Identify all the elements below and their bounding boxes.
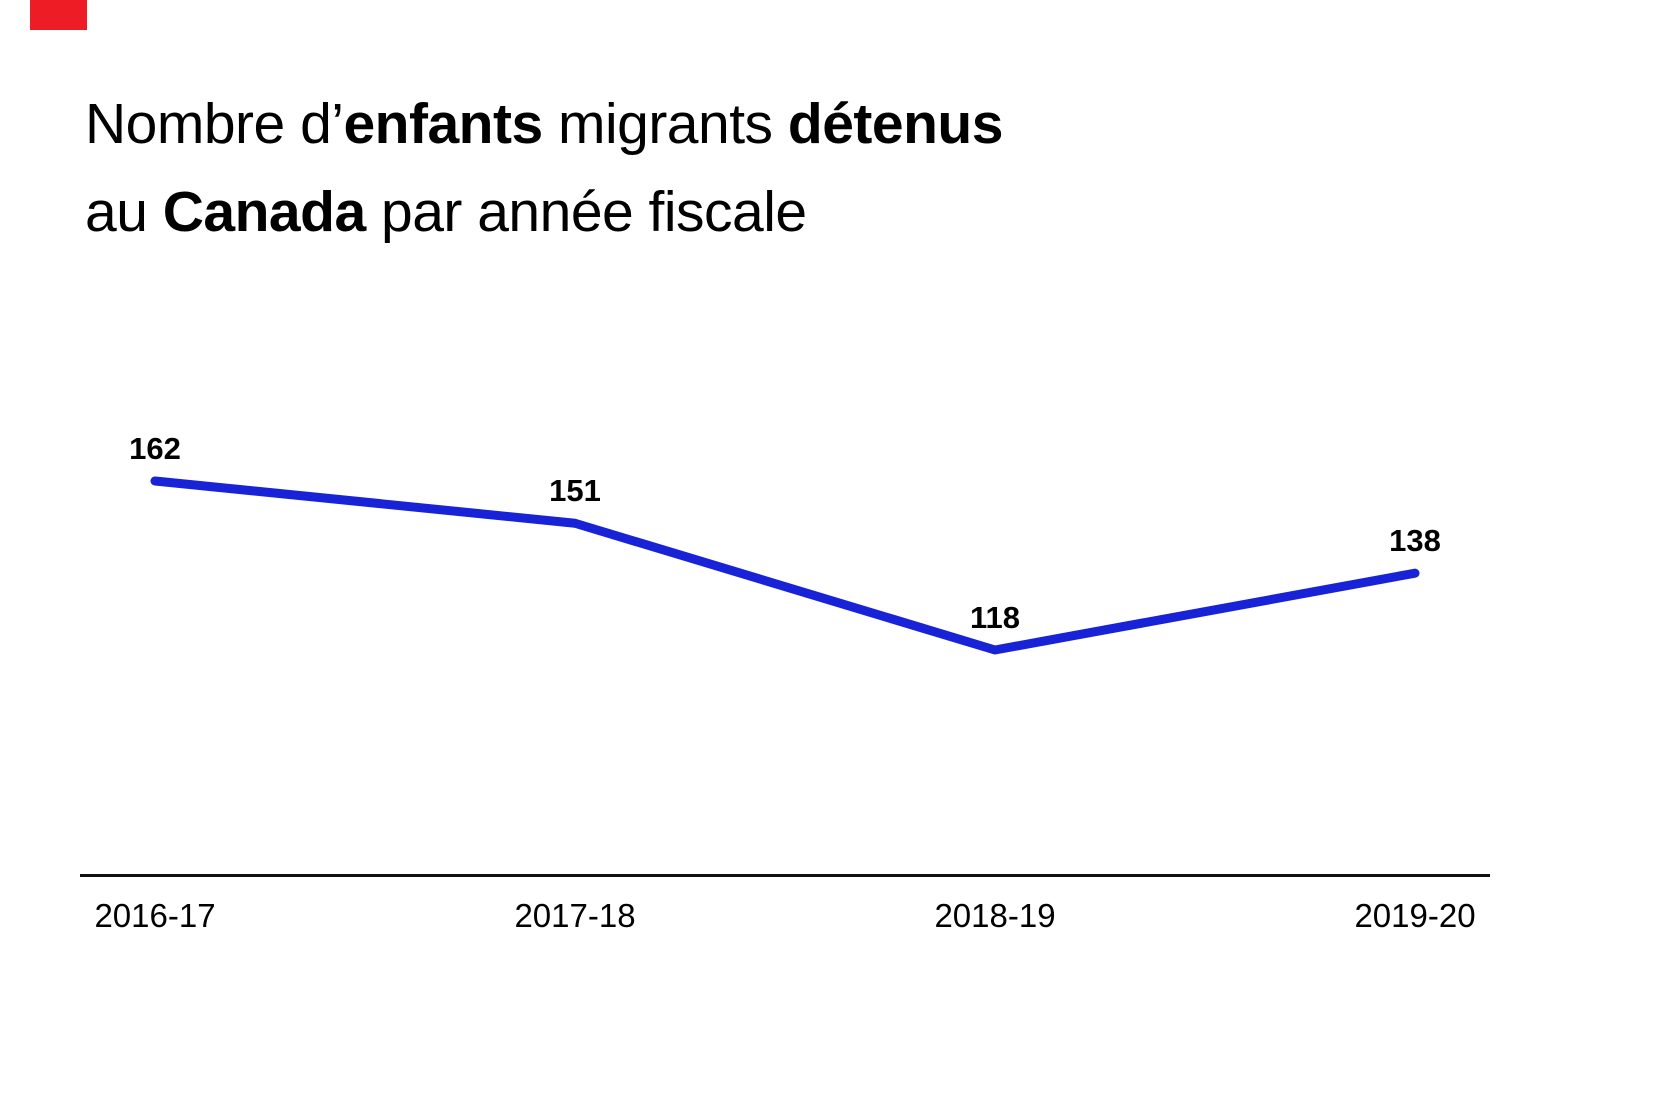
title-segment: migrants: [542, 92, 788, 156]
title-bold-segment: Canada: [162, 180, 366, 244]
title-segment: par année fiscale: [365, 180, 807, 244]
title-segment: au: [85, 180, 163, 244]
x-tick-label: 2018-19: [934, 897, 1056, 934]
value-label: 151: [549, 473, 601, 509]
x-tick-label: 2017-18: [514, 897, 636, 934]
title-bold-segment: détenus: [787, 92, 1004, 156]
title-bold-segment: enfants: [343, 92, 543, 156]
chart-title: Nombre d’enfants migrants détenus au Cana…: [85, 80, 1003, 256]
x-axis-line: [80, 874, 1490, 877]
value-label: 118: [969, 600, 1021, 635]
title-segment: Nombre d’: [85, 92, 344, 156]
value-label: 138: [1389, 523, 1441, 559]
brand-accent-bar: [30, 0, 87, 30]
x-tick-label: 2019-20: [1354, 897, 1476, 934]
line-series: [150, 476, 1420, 655]
value-label: 162: [129, 431, 181, 466]
x-tick-label: 2016-17: [94, 897, 216, 934]
